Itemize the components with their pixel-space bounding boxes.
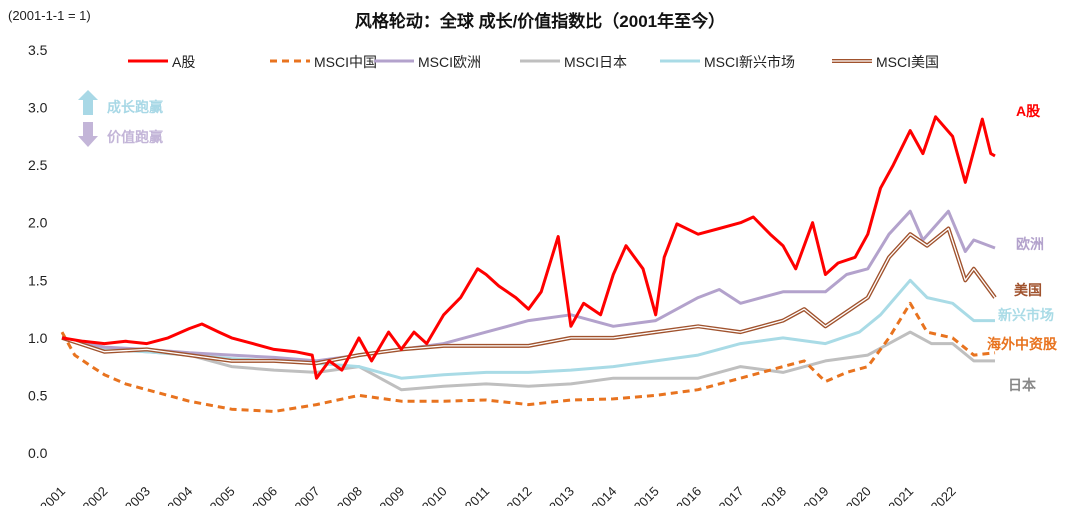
legend-label: A股 (172, 54, 195, 70)
x-tick-label: 2020 (843, 484, 874, 506)
chart-title: 风格轮动：全球 成长/价值指数比（2001年至今） (355, 11, 725, 31)
legend-label: MSCI新兴市场 (704, 54, 795, 70)
x-tick-label: 2005 (207, 484, 238, 506)
series-line (61, 226, 997, 366)
x-tick-label: 2007 (292, 484, 323, 506)
series-5 (61, 226, 997, 366)
x-tick-label: 2016 (673, 484, 704, 506)
annotation-growth: 成长跑赢 (78, 90, 163, 115)
x-tick-label: 2017 (716, 484, 747, 506)
x-tick-label: 2001 (37, 484, 68, 506)
y-tick-label: 2.5 (28, 157, 48, 173)
legend-label: MSCI日本 (564, 54, 627, 70)
legend-item: MSCI日本 (520, 54, 627, 70)
series-line (60, 301, 996, 413)
x-tick-label: 2013 (546, 484, 577, 506)
series-0 (61, 115, 996, 380)
arrow-up-icon (78, 90, 98, 115)
x-tick-label: 2018 (758, 484, 789, 506)
y-tick-label: 0.0 (28, 445, 48, 461)
y-tick-label: 3.0 (28, 100, 48, 116)
x-tick-label: 2011 (462, 484, 492, 506)
end-label: A股 (1016, 103, 1041, 119)
series-line (61, 209, 996, 363)
legend-item: MSCI美国 (832, 54, 939, 70)
legend-label: MSCI中国 (314, 54, 377, 70)
x-tick-label: 2015 (631, 484, 662, 506)
y-unit-label: (2001-1-1 = 1) (8, 8, 91, 23)
x-tick-label: 2012 (504, 484, 535, 506)
y-tick-label: 1.5 (28, 272, 48, 288)
x-tick-label: 2006 (249, 484, 280, 506)
legend-item: MSCI欧洲 (374, 54, 481, 70)
legend-item: MSCI新兴市场 (660, 54, 795, 70)
end-label: 欧洲 (1016, 236, 1044, 252)
x-tick-label: 2022 (928, 484, 959, 506)
end-label: 美国 (1014, 282, 1042, 298)
legend-item: MSCI中国 (270, 54, 377, 70)
series-line-inner (61, 227, 996, 364)
legend-item: A股 (128, 54, 195, 70)
x-tick-label: 2014 (588, 484, 619, 506)
annotation-value-label: 价值跑赢 (107, 129, 163, 145)
series-1 (60, 301, 996, 413)
series-line (61, 115, 996, 380)
x-tick-label: 2003 (122, 484, 153, 506)
y-tick-label: 0.5 (28, 387, 48, 403)
y-tick-label: 3.5 (28, 42, 48, 58)
series-3 (61, 330, 996, 392)
end-label: 日本 (1008, 377, 1037, 393)
annotation-value: 价值跑赢 (78, 122, 163, 147)
x-tick-label: 2009 (376, 484, 407, 506)
x-tick-label: 2004 (164, 484, 195, 506)
x-tick-label: 2008 (334, 484, 365, 506)
series-line (61, 278, 995, 380)
x-tick-label: 2019 (800, 484, 831, 506)
series-line (61, 330, 995, 392)
x-tick-label: 2021 (885, 484, 916, 506)
y-tick-label: 1.0 (28, 330, 48, 346)
x-tick-label: 2010 (419, 484, 450, 506)
series-2 (61, 209, 996, 363)
series-4 (61, 278, 996, 380)
end-label: 新兴市场 (998, 307, 1054, 323)
y-tick-label: 2.0 (28, 215, 48, 231)
legend-label: MSCI欧洲 (418, 54, 481, 70)
legend-label: MSCI美国 (876, 54, 939, 70)
end-label: 海外中资股 (987, 336, 1058, 352)
annotation-growth-label: 成长跑赢 (107, 99, 163, 115)
x-tick-label: 2002 (79, 484, 110, 506)
arrow-down-icon (78, 122, 98, 147)
